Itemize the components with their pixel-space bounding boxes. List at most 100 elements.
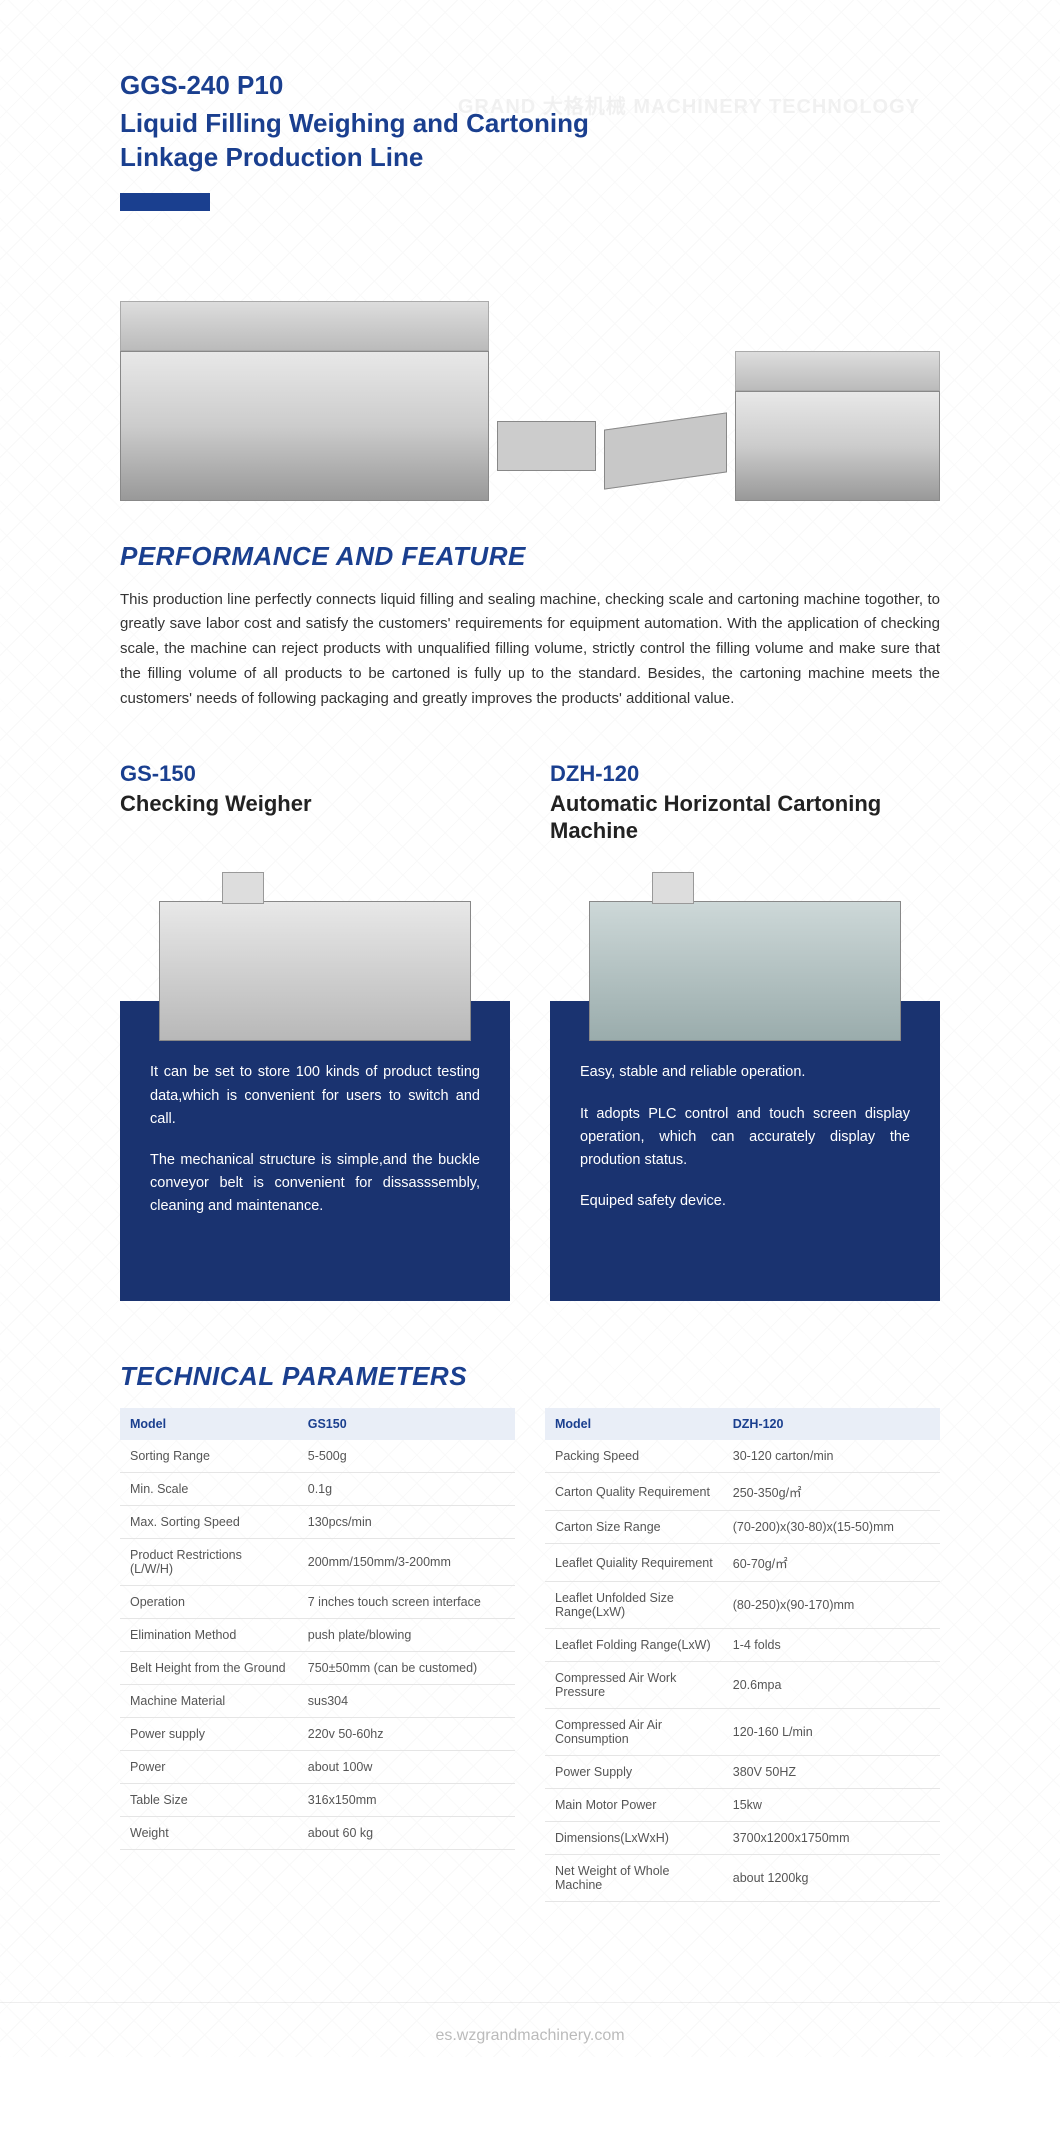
param-label: Compressed Air Air Consumption xyxy=(545,1709,723,1756)
table-row: Carton Size Range(70-200)x(30-80)x(15-50… xyxy=(545,1511,940,1544)
machine-1-name: Checking Weigher xyxy=(120,791,510,845)
table-row: Model GS150 xyxy=(120,1408,515,1440)
param-label: Table Size xyxy=(120,1784,298,1817)
hero-machine-illustration xyxy=(120,241,940,501)
accent-bar xyxy=(120,193,210,211)
table-gs150: Model GS150 Sorting Range5-500gMin. Scal… xyxy=(120,1408,515,1850)
title-line-1: Liquid Filling Weighing and Cartoning xyxy=(120,108,589,138)
machine-col-2: DZH-120 Automatic Horizontal Cartoning M… xyxy=(550,761,940,1301)
table-row: Min. Scale0.1g xyxy=(120,1473,515,1506)
param-value: 120-160 L/min xyxy=(723,1709,940,1756)
table-row: Product Restrictions (L/W/H)200mm/150mm/… xyxy=(120,1539,515,1586)
param-table-2: Model DZH-120 Packing Speed30-120 carton… xyxy=(545,1408,940,1902)
machine-1-desc-p1: It can be set to store 100 kinds of prod… xyxy=(150,1061,480,1131)
param-value: 30-120 carton/min xyxy=(723,1440,940,1473)
machine-2-model: DZH-120 xyxy=(550,761,940,787)
machines-columns: GS-150 Checking Weigher It can be set to… xyxy=(120,761,940,1301)
param-label: Operation xyxy=(120,1586,298,1619)
title-line-2: Linkage Production Line xyxy=(120,142,423,172)
param-label: Carton Quality Requirement xyxy=(545,1473,723,1511)
content-wrapper: GRAND 大格机械 MACHINERY TECHNOLOGY GGS-240 … xyxy=(0,0,1060,1962)
param-value: 200mm/150mm/3-200mm xyxy=(298,1539,515,1586)
tech-params-tables: Model GS150 Sorting Range5-500gMin. Scal… xyxy=(120,1408,940,1902)
param-label: Compressed Air Work Pressure xyxy=(545,1662,723,1709)
table-row: Model DZH-120 xyxy=(545,1408,940,1440)
table-row: Weightabout 60 kg xyxy=(120,1817,515,1850)
table-row: Main Motor Power15kw xyxy=(545,1789,940,1822)
param-value: 3700x1200x1750mm xyxy=(723,1822,940,1855)
machine-2-desc-box: Easy, stable and reliable operation. It … xyxy=(550,1001,940,1301)
param-value: about 1200kg xyxy=(723,1855,940,1902)
table-dzh120: Model DZH-120 Packing Speed30-120 carton… xyxy=(545,1408,940,1902)
table-row: Net Weight of Whole Machineabout 1200kg xyxy=(545,1855,940,1902)
table-row: Packing Speed30-120 carton/min xyxy=(545,1440,940,1473)
machine-2-desc-p3: Equiped safety device. xyxy=(580,1190,910,1213)
table-body-2: Packing Speed30-120 carton/minCarton Qua… xyxy=(545,1440,940,1902)
param-label: Weight xyxy=(120,1817,298,1850)
param-label: Min. Scale xyxy=(120,1473,298,1506)
machine-1-image xyxy=(120,861,510,1041)
table-row: Table Size316x150mm xyxy=(120,1784,515,1817)
param-label: Main Motor Power xyxy=(545,1789,723,1822)
param-label: Power Supply xyxy=(545,1756,723,1789)
param-table-1: Model GS150 Sorting Range5-500gMin. Scal… xyxy=(120,1408,515,1902)
table-body-1: Sorting Range5-500gMin. Scale0.1gMax. So… xyxy=(120,1440,515,1850)
machine-2-name: Automatic Horizontal Cartoning Machine xyxy=(550,791,940,845)
footer-domain: es.wzgrandmachinery.com xyxy=(0,2002,1060,2057)
table-row: Compressed Air Work Pressure20.6mpa xyxy=(545,1662,940,1709)
table-row: Operation7 inches touch screen interface xyxy=(120,1586,515,1619)
table-row: Leaflet Quiality Requirement60-70g/㎡ xyxy=(545,1544,940,1582)
table-row: Belt Height from the Ground750±50mm (can… xyxy=(120,1652,515,1685)
param-label: Packing Speed xyxy=(545,1440,723,1473)
table-row: Carton Quality Requirement250-350g/㎡ xyxy=(545,1473,940,1511)
table-header-value: GS150 xyxy=(298,1408,515,1440)
param-value: 7 inches touch screen interface xyxy=(298,1586,515,1619)
machine-1-desc-p2: The mechanical structure is simple,and t… xyxy=(150,1149,480,1219)
table-header-label: Model xyxy=(545,1408,723,1440)
param-value: 380V 50HZ xyxy=(723,1756,940,1789)
param-value: 750±50mm (can be customed) xyxy=(298,1652,515,1685)
param-value: 15kw xyxy=(723,1789,940,1822)
page-root: GRAND 大格机械 MACHINERY TECHNOLOGY GGS-240 … xyxy=(0,0,1060,2057)
param-value: (80-250)x(90-170)mm xyxy=(723,1582,940,1629)
table-row: Compressed Air Air Consumption120-160 L/… xyxy=(545,1709,940,1756)
tech-params-heading: TECHNICAL PARAMETERS xyxy=(120,1361,940,1392)
machine-2-desc-p1: Easy, stable and reliable operation. xyxy=(580,1061,910,1084)
table-row: Machine Materialsus304 xyxy=(120,1685,515,1718)
param-label: Machine Material xyxy=(120,1685,298,1718)
machine-2-image xyxy=(550,861,940,1041)
param-value: 5-500g xyxy=(298,1440,515,1473)
machine-1-model: GS-150 xyxy=(120,761,510,787)
machine-col-1: GS-150 Checking Weigher It can be set to… xyxy=(120,761,510,1301)
param-value: 0.1g xyxy=(298,1473,515,1506)
table-row: Power Supply380V 50HZ xyxy=(545,1756,940,1789)
param-label: Leaflet Folding Range(LxW) xyxy=(545,1629,723,1662)
param-value: 130pcs/min xyxy=(298,1506,515,1539)
machine-1-desc-box: It can be set to store 100 kinds of prod… xyxy=(120,1001,510,1301)
table-row: Leaflet Unfolded Size Range(LxW)(80-250)… xyxy=(545,1582,940,1629)
param-label: Carton Size Range xyxy=(545,1511,723,1544)
param-value: sus304 xyxy=(298,1685,515,1718)
performance-text: This production line perfectly connects … xyxy=(120,588,940,712)
param-label: Power xyxy=(120,1751,298,1784)
table-row: Elimination Methodpush plate/blowing xyxy=(120,1619,515,1652)
param-value: about 60 kg xyxy=(298,1817,515,1850)
param-value: about 100w xyxy=(298,1751,515,1784)
table-row: Max. Sorting Speed130pcs/min xyxy=(120,1506,515,1539)
param-label: Power supply xyxy=(120,1718,298,1751)
table-row: Leaflet Folding Range(LxW)1-4 folds xyxy=(545,1629,940,1662)
param-value: 250-350g/㎡ xyxy=(723,1473,940,1511)
table-row: Dimensions(LxWxH)3700x1200x1750mm xyxy=(545,1822,940,1855)
machine-2-desc-p2: It adopts PLC control and touch screen d… xyxy=(580,1103,910,1173)
machine-line-graphic xyxy=(120,301,940,501)
table-header-label: Model xyxy=(120,1408,298,1440)
table-header-value: DZH-120 xyxy=(723,1408,940,1440)
param-label: Sorting Range xyxy=(120,1440,298,1473)
param-value: (70-200)x(30-80)x(15-50)mm xyxy=(723,1511,940,1544)
param-value: 1-4 folds xyxy=(723,1629,940,1662)
product-title: Liquid Filling Weighing and Cartoning Li… xyxy=(120,107,940,175)
param-label: Leaflet Quiality Requirement xyxy=(545,1544,723,1582)
param-label: Elimination Method xyxy=(120,1619,298,1652)
param-label: Net Weight of Whole Machine xyxy=(545,1855,723,1902)
param-value: 220v 50-60hz xyxy=(298,1718,515,1751)
